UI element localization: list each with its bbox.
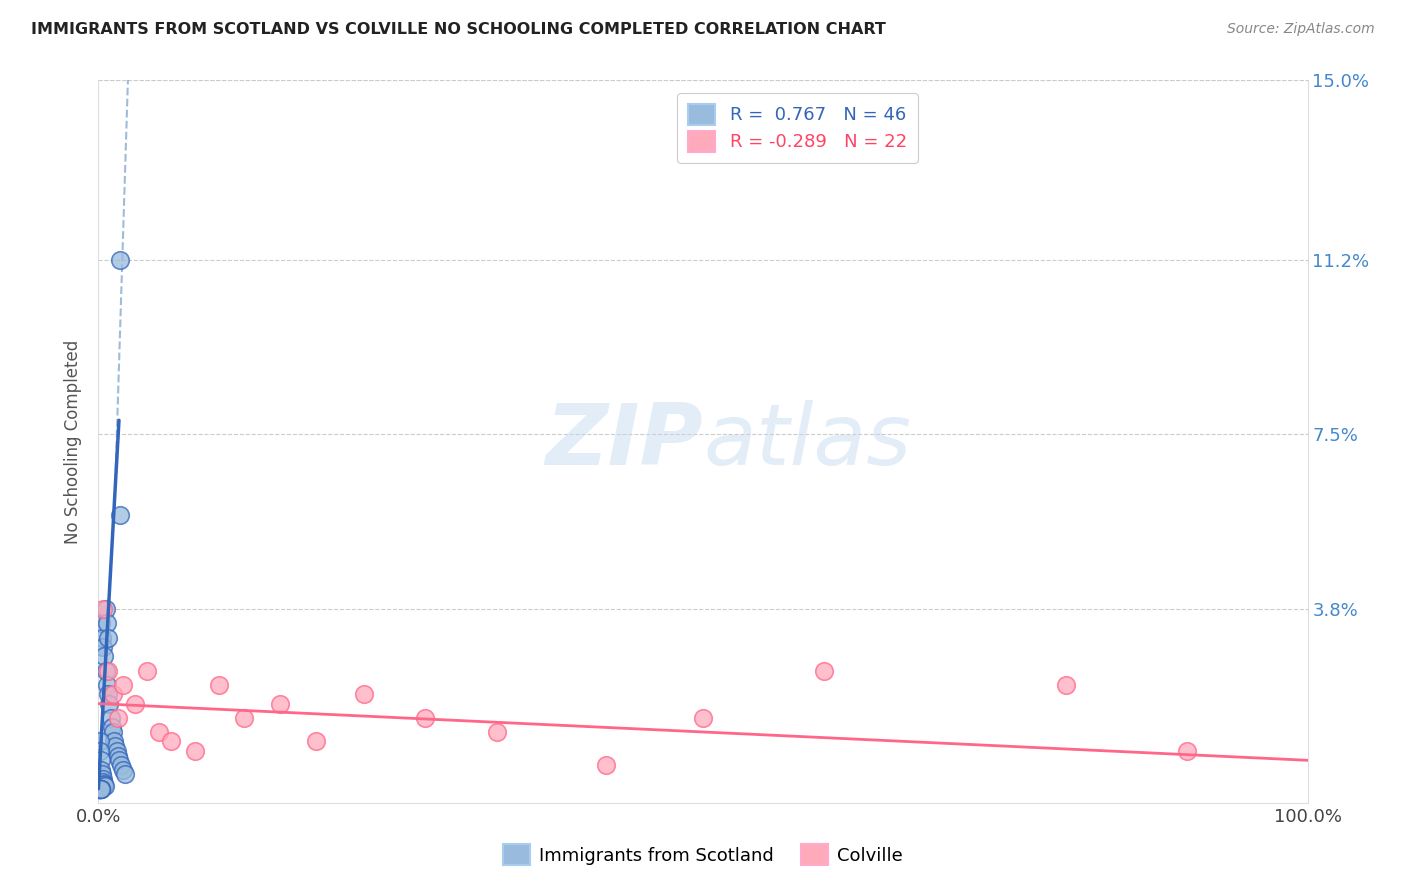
Point bbox=[94, 664, 117, 678]
Point bbox=[105, 744, 128, 758]
Point bbox=[89, 781, 111, 796]
Text: ZIP: ZIP bbox=[546, 400, 703, 483]
Text: IMMIGRANTS FROM SCOTLAND VS COLVILLE NO SCHOOLING COMPLETED CORRELATION CHART: IMMIGRANTS FROM SCOTLAND VS COLVILLE NO … bbox=[31, 22, 886, 37]
Point bbox=[91, 602, 114, 616]
Point bbox=[89, 744, 111, 758]
Point bbox=[100, 711, 122, 725]
Point bbox=[89, 781, 111, 796]
Point bbox=[91, 774, 114, 789]
Point bbox=[107, 748, 129, 763]
Point bbox=[107, 711, 129, 725]
Point bbox=[101, 725, 124, 739]
Point bbox=[1175, 744, 1198, 758]
Point bbox=[91, 631, 114, 645]
Point bbox=[98, 697, 121, 711]
Point bbox=[89, 781, 111, 796]
Point bbox=[90, 781, 112, 796]
Point bbox=[87, 781, 110, 796]
Point bbox=[269, 697, 291, 711]
Point bbox=[111, 678, 134, 692]
Point bbox=[91, 640, 114, 654]
Point bbox=[108, 508, 131, 522]
Point bbox=[91, 767, 114, 781]
Point bbox=[89, 781, 111, 796]
Point bbox=[93, 649, 115, 664]
Point bbox=[110, 758, 132, 772]
Point bbox=[111, 763, 134, 777]
Point bbox=[486, 725, 509, 739]
Point bbox=[89, 734, 111, 748]
Point bbox=[101, 687, 124, 701]
Point bbox=[97, 664, 120, 678]
Point bbox=[124, 697, 146, 711]
Point bbox=[353, 687, 375, 701]
Point bbox=[595, 758, 617, 772]
Point bbox=[692, 711, 714, 725]
Point bbox=[96, 678, 118, 692]
Text: atlas: atlas bbox=[703, 400, 911, 483]
Point bbox=[108, 753, 131, 767]
Point bbox=[135, 664, 157, 678]
Point bbox=[148, 725, 170, 739]
Point bbox=[90, 753, 112, 767]
Point bbox=[160, 734, 183, 748]
Point bbox=[1054, 678, 1077, 692]
Point bbox=[114, 767, 136, 781]
Point bbox=[97, 687, 120, 701]
Point bbox=[813, 664, 835, 678]
Point bbox=[89, 781, 111, 796]
Legend: Immigrants from Scotland, Colville: Immigrants from Scotland, Colville bbox=[496, 837, 910, 872]
Y-axis label: No Schooling Completed: No Schooling Completed bbox=[65, 340, 83, 543]
Point bbox=[96, 616, 118, 631]
Point bbox=[232, 711, 254, 725]
Point bbox=[104, 739, 127, 753]
Point bbox=[97, 631, 120, 645]
Point bbox=[108, 252, 131, 267]
Point bbox=[90, 781, 112, 796]
Point bbox=[413, 711, 436, 725]
Point bbox=[93, 778, 115, 792]
Text: Source: ZipAtlas.com: Source: ZipAtlas.com bbox=[1227, 22, 1375, 37]
Point bbox=[93, 777, 115, 791]
Point bbox=[90, 781, 112, 796]
Point bbox=[90, 616, 112, 631]
Point bbox=[94, 602, 117, 616]
Legend: R =  0.767   N = 46, R = -0.289   N = 22: R = 0.767 N = 46, R = -0.289 N = 22 bbox=[678, 93, 918, 162]
Point bbox=[103, 734, 125, 748]
Point bbox=[208, 678, 231, 692]
Point bbox=[90, 763, 112, 777]
Point bbox=[305, 734, 328, 748]
Point bbox=[184, 744, 207, 758]
Point bbox=[90, 781, 112, 796]
Point bbox=[89, 781, 111, 796]
Point bbox=[87, 781, 110, 796]
Point bbox=[100, 720, 122, 734]
Point bbox=[94, 779, 117, 793]
Point bbox=[91, 772, 114, 787]
